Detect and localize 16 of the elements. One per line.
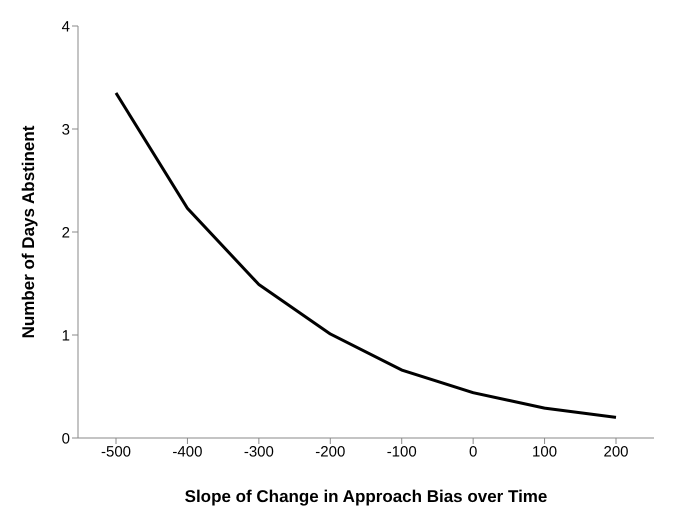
x-tick-label: 0: [468, 444, 478, 461]
x-axis-title: Slope of Change in Approach Bias over Time: [184, 487, 548, 506]
x-tick-label: -100: [386, 444, 417, 461]
y-tick-label: 2: [62, 224, 70, 242]
y-tick-label: 0: [62, 430, 70, 448]
line-series: [114, 91, 618, 419]
y-tick-label: 1: [62, 327, 70, 344]
x-tick-label: -200: [315, 444, 346, 461]
x-tick-label: 200: [603, 444, 629, 461]
x-tick-label: -300: [244, 444, 274, 461]
y-axis-title: Number of Days Abstinent: [19, 125, 38, 338]
x-tick-label: 100: [532, 444, 558, 461]
y-tick-label: 3: [62, 121, 70, 138]
x-tick-label: -400: [172, 444, 202, 461]
y-tick-label: 4: [62, 18, 70, 36]
x-tick-label: -500: [100, 444, 132, 461]
